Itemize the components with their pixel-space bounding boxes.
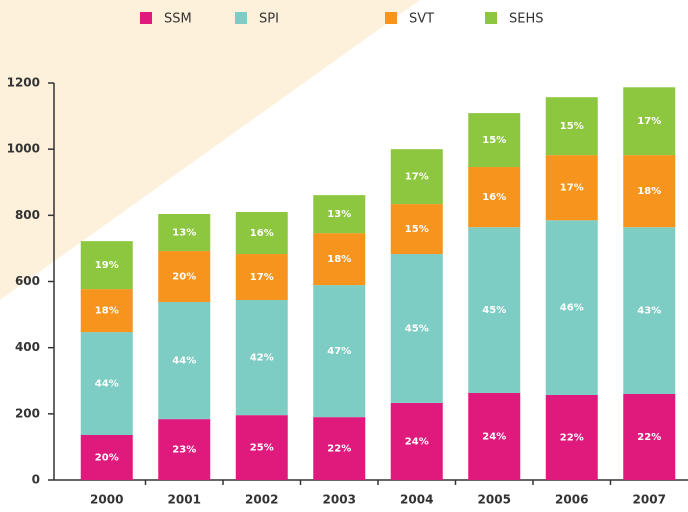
x-tick-label: 2006: [555, 493, 588, 507]
bar-segment: [80, 241, 133, 290]
share-label: 13%: [327, 209, 351, 220]
share-label: 18%: [327, 254, 351, 265]
bar-segment: [468, 227, 521, 393]
bar-segment: [158, 251, 211, 303]
share-label: 18%: [95, 306, 119, 317]
x-tick-label: 2005: [478, 493, 511, 507]
x-tick-label: 2007: [633, 493, 666, 507]
share-label: 23%: [172, 445, 196, 456]
share-label: 20%: [95, 453, 119, 464]
share-label: 47%: [327, 346, 351, 357]
bar-segment: [313, 417, 366, 480]
share-label: 17%: [560, 183, 584, 194]
y-tick-label: 1000: [7, 142, 40, 156]
y-tick-label: 800: [15, 208, 40, 222]
share-label: 45%: [482, 305, 506, 316]
legend-label: SSM: [164, 12, 192, 27]
legend-label: SVT: [409, 12, 434, 27]
bar-segment: [545, 155, 598, 221]
share-label: 42%: [250, 353, 274, 364]
bar-segment: [313, 195, 366, 234]
share-label: 17%: [250, 272, 274, 283]
bar-segment: [623, 227, 676, 394]
bar-segment: [623, 155, 676, 228]
share-label: 13%: [172, 228, 196, 239]
bar-segment: [545, 394, 598, 480]
bar-segment: [80, 435, 133, 480]
bar-segment: [313, 285, 366, 418]
x-tick-label: 2001: [168, 493, 201, 507]
bar-segment: [545, 220, 598, 395]
bar-segment: [390, 204, 443, 255]
bar-segment: [235, 415, 288, 480]
x-tick-label: 2002: [245, 493, 278, 507]
share-label: 46%: [560, 303, 584, 314]
legend-swatch: [140, 12, 152, 24]
bar-segment: [468, 392, 521, 480]
bar-segment: [623, 393, 676, 480]
bar-segment: [623, 87, 676, 156]
legend-label: SPI: [259, 12, 279, 27]
share-label: 19%: [95, 260, 119, 271]
bar-segment: [545, 97, 598, 156]
legend-swatch: [235, 12, 247, 24]
share-label: 44%: [172, 356, 196, 367]
y-tick-label: 600: [15, 274, 40, 288]
legend-swatch: [385, 12, 397, 24]
share-label: 15%: [560, 121, 584, 132]
y-tick-label: 400: [15, 340, 40, 354]
bar-segment: [158, 419, 211, 480]
legend-swatch: [485, 12, 497, 24]
background-shape: [0, 0, 420, 300]
bar-segment: [468, 167, 521, 228]
bar-segment: [390, 149, 443, 205]
share-label: 45%: [405, 323, 429, 334]
bar-segment: [158, 214, 211, 252]
bar-segment: [390, 254, 443, 403]
bar-segment: [390, 402, 443, 480]
bar-segment: [235, 300, 288, 416]
share-label: 24%: [482, 431, 506, 442]
share-label: 15%: [482, 135, 506, 146]
legend-label: SEHS: [509, 12, 544, 27]
share-label: 44%: [95, 379, 119, 390]
share-label: 20%: [172, 272, 196, 283]
bar-segment: [468, 113, 521, 168]
y-tick-label: 0: [32, 473, 40, 487]
y-tick-label: 200: [15, 406, 40, 420]
bar-segment: [80, 289, 133, 333]
share-label: 43%: [637, 306, 661, 317]
x-tick-label: 2003: [323, 493, 356, 507]
bar-segment: [80, 332, 133, 436]
share-label: 25%: [250, 443, 274, 454]
share-label: 18%: [637, 186, 661, 197]
share-label: 16%: [482, 192, 506, 203]
bar-segment: [235, 212, 288, 255]
share-label: 17%: [405, 172, 429, 183]
share-label: 15%: [405, 224, 429, 235]
share-label: 24%: [405, 436, 429, 447]
share-label: 22%: [560, 432, 584, 443]
bar-segment: [313, 233, 366, 286]
share-label: 22%: [327, 444, 351, 455]
bar-segment: [158, 302, 211, 420]
share-label: 16%: [250, 228, 274, 239]
bar-segment: [235, 254, 288, 301]
share-label: 22%: [637, 432, 661, 443]
x-tick-label: 2000: [90, 493, 123, 507]
y-tick-label: 1200: [7, 76, 40, 90]
x-tick-label: 2004: [400, 493, 433, 507]
share-label: 17%: [637, 116, 661, 127]
